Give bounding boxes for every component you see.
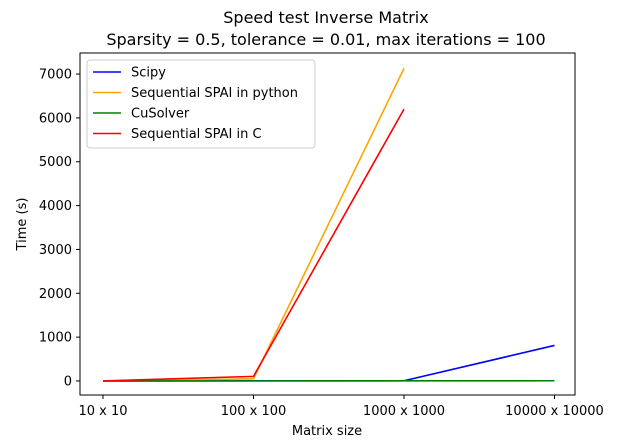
- y-tick-label: 0: [64, 374, 72, 389]
- plot-frame: [79, 52, 576, 396]
- legend-label: Sequential SPAI in python: [131, 86, 298, 101]
- y-tick-label: 3000: [39, 243, 72, 258]
- x-tick-label: 10 x 10: [78, 404, 127, 419]
- series-line-3: [102, 108, 405, 382]
- legend-box: [86, 59, 316, 149]
- series-line-0: [102, 344, 555, 382]
- legend-label: Scipy: [131, 66, 166, 81]
- x-tick-label: 1000 x 1000: [363, 404, 445, 419]
- series-lines: [102, 67, 555, 382]
- x-axis: 10 x 10 100 x 100 1000 x 1000 10000 x 10000: [78, 395, 604, 419]
- legend-label: CuSolver: [131, 107, 190, 122]
- x-tick-label: 100 x 100: [221, 404, 287, 419]
- y-axis-label: Time (s): [15, 198, 30, 252]
- y-tick-label: 7000: [39, 68, 72, 83]
- chart-title: Speed test Inverse Matrix: [223, 8, 428, 27]
- legend: Scipy Sequential SPAI in python CuSolver Se…: [86, 59, 316, 149]
- chart-subtitle: Sparsity = 0.5, tolerance = 0.01, max it…: [106, 30, 545, 49]
- x-axis-label: Matrix size: [292, 424, 362, 439]
- y-tick-label: 2000: [39, 287, 72, 302]
- legend-label: Sequential SPAI in C: [131, 127, 262, 142]
- x-tick-label: 10000 x 10000: [505, 404, 604, 419]
- y-axis: 0 1000 2000 3000 4000 5000 6000 7000: [39, 68, 80, 389]
- y-tick-label: 1000: [39, 331, 72, 346]
- y-tick-label: 6000: [39, 111, 72, 126]
- y-tick-label: 4000: [39, 199, 72, 214]
- y-tick-label: 5000: [39, 155, 72, 170]
